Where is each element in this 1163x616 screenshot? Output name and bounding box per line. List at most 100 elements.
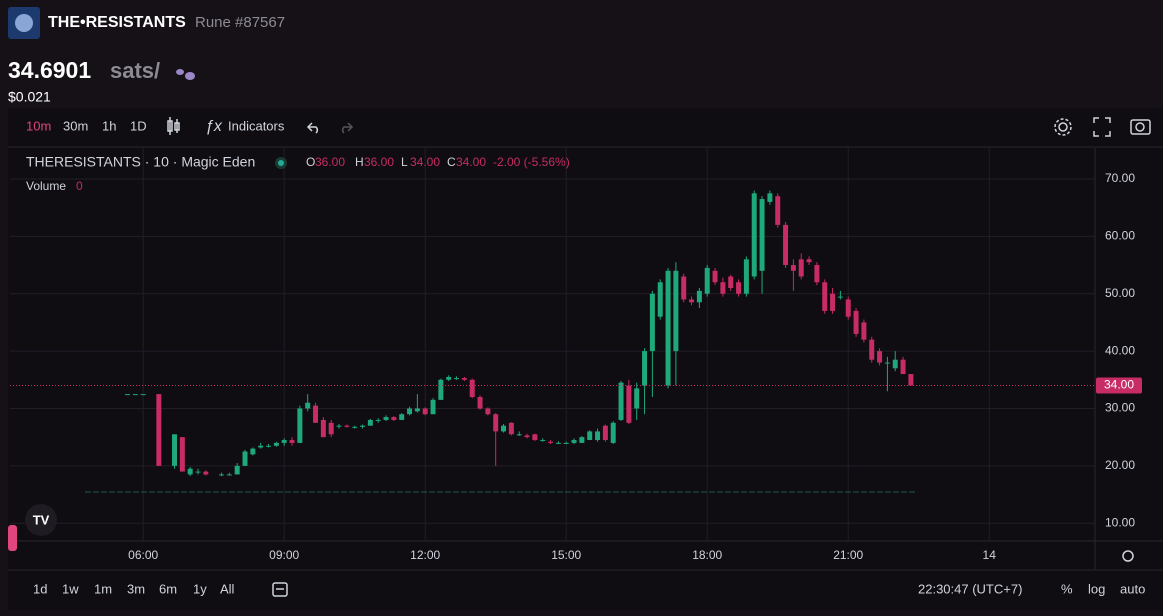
candle-body [266, 445, 272, 447]
x-tick-label: 06:00 [128, 548, 158, 562]
bottom-bar: 1d 1w 1m 3m 6m 1y All% log auto [33, 581, 1145, 596]
candle-body [195, 471, 201, 473]
candle-body [853, 310, 859, 334]
candle-body [242, 451, 248, 466]
candle-body [391, 417, 397, 420]
candle-body [187, 468, 193, 475]
last-price-label: 34.00 [1104, 378, 1134, 392]
interval-button[interactable]: 1h [102, 118, 116, 133]
undo-button[interactable] [306, 122, 319, 134]
side-tab[interactable] [8, 525, 17, 551]
candle-body [579, 437, 585, 443]
range-button[interactable]: 6m [159, 581, 177, 596]
candle-body [884, 362, 890, 364]
scale-option[interactable]: % [1061, 581, 1073, 596]
price-unit: sats/ [110, 58, 160, 83]
candle-body [861, 322, 867, 340]
range-button[interactable]: All [220, 581, 235, 596]
candle-body [156, 394, 162, 466]
ohlc-label: C [447, 155, 456, 169]
clock: 22:30:47 (UTC+7) [918, 581, 1022, 596]
y-tick-label: 20.00 [1105, 458, 1135, 472]
candle-body [461, 378, 467, 380]
candle-body [203, 471, 209, 475]
last-price-badge [1096, 377, 1142, 394]
candle-body [524, 435, 530, 438]
candle-body [446, 376, 452, 380]
candle-body [313, 405, 319, 423]
candle-body [759, 199, 765, 271]
x-tick-label: 15:00 [551, 548, 581, 562]
candle-body [665, 270, 671, 386]
ohlc-value: 34.00 [456, 155, 486, 169]
ohlc-value: 36.00 [315, 155, 345, 169]
date-range-button[interactable] [272, 582, 288, 597]
candle-body [320, 419, 326, 438]
rune-id: Rune #87567 [195, 14, 285, 31]
candle-body [493, 414, 499, 432]
candle-body [618, 382, 624, 420]
ant-icon [176, 69, 195, 80]
candle-body [642, 351, 648, 386]
candle-body [281, 440, 287, 443]
candle-body [454, 378, 460, 380]
candle-body [140, 394, 146, 396]
range-button[interactable]: 1w [62, 581, 79, 596]
candle-body [469, 379, 475, 397]
scale-option[interactable]: log [1088, 581, 1105, 596]
candle-body [250, 448, 256, 455]
tv-logo [25, 504, 57, 536]
candle-body [501, 425, 507, 432]
x-tick-label: 21:00 [833, 548, 863, 562]
candle-body [555, 442, 561, 444]
candle-body [790, 265, 796, 271]
candle-body [422, 408, 428, 415]
fullscreen-button[interactable] [1093, 117, 1111, 137]
interval-button[interactable]: 30m [63, 118, 88, 133]
candle-body [673, 270, 679, 352]
candle-body [258, 445, 264, 448]
candle-body [226, 474, 232, 476]
candle-body [399, 414, 405, 420]
candle-body [892, 359, 898, 369]
candle-body [743, 259, 749, 294]
candle-body [634, 388, 640, 409]
candle-body [430, 399, 436, 415]
candle-body [297, 408, 303, 443]
chart-type-button[interactable] [167, 117, 180, 135]
candle-body [704, 267, 710, 294]
candle-body [837, 296, 843, 298]
token-name: THE•RESISTANTS [48, 14, 186, 31]
redo-button[interactable] [341, 122, 354, 134]
range-button[interactable]: 1d [33, 581, 47, 596]
candle-body [626, 385, 632, 423]
candle-body [736, 282, 742, 294]
screenshot-button[interactable] [1130, 119, 1151, 135]
interval-button[interactable]: 10m [26, 118, 51, 133]
candle-body [375, 419, 381, 421]
indicators-button[interactable]: Indicators [228, 118, 285, 133]
range-button[interactable]: 1y [193, 581, 207, 596]
volume-label: Volume [26, 179, 66, 193]
candle-body [234, 465, 240, 475]
settings-button[interactable] [1054, 118, 1072, 136]
candle-body [720, 282, 726, 294]
candle-body [383, 417, 389, 420]
candle-body [540, 440, 546, 442]
candle-body [563, 442, 569, 444]
fx-icon[interactable]: ƒx [205, 118, 223, 135]
candle-body [508, 422, 514, 435]
interval-button[interactable]: 1D [130, 118, 147, 133]
candle-body [485, 408, 491, 415]
candle-body [845, 299, 851, 317]
ohlc-change: -2.00 (-5.56%) [493, 155, 570, 169]
candle-body [681, 276, 687, 300]
range-button[interactable]: 3m [127, 581, 145, 596]
axis-settings[interactable] [1122, 550, 1134, 562]
usd-price: $0.021 [8, 89, 51, 105]
range-button[interactable]: 1m [94, 581, 112, 596]
legend-symbol: THERESISTANTS · 10 · Magic Eden [26, 154, 255, 170]
candle-body [696, 290, 702, 303]
ohlc-label: O [306, 155, 315, 169]
scale-option[interactable]: auto [1120, 581, 1145, 596]
